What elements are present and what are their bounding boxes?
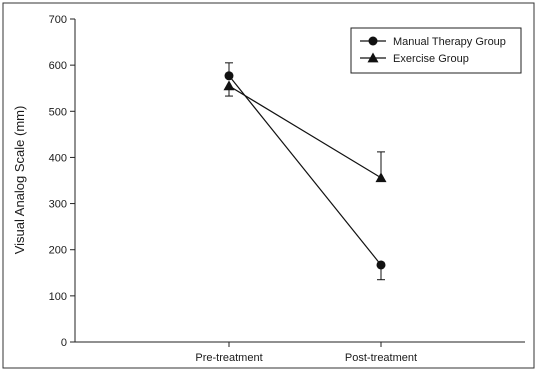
exercise-marker	[375, 172, 387, 183]
legend-manual-therapy-label: Manual Therapy Group	[393, 36, 506, 48]
y-tick-label: 200	[49, 245, 67, 257]
legend-box	[350, 27, 522, 74]
series-layer	[223, 62, 387, 281]
legend: Manual Therapy Group Exercise Group	[350, 27, 522, 74]
y-tick-label: 300	[49, 199, 67, 211]
manual-therapy-series-line	[228, 75, 382, 266]
manual-therapy-marker	[224, 71, 234, 81]
exercise-series-line	[228, 85, 382, 179]
y-tick-label: 400	[49, 152, 67, 164]
exercise-marker	[223, 80, 235, 91]
x-tick-label: Post-treatment	[345, 352, 417, 364]
y-tick-label: 500	[49, 106, 67, 118]
y-axis-title: Visual Analog Scale (mm)	[12, 106, 27, 255]
y-axis-ticks: 0 100 200 300 400 500 600 700	[49, 14, 75, 349]
manual-therapy-marker	[376, 260, 386, 270]
legend-items: Manual Therapy Group Exercise Group	[360, 36, 506, 65]
x-tick-label: Pre-treatment	[195, 352, 262, 364]
y-tick-label: 0	[61, 337, 67, 349]
y-tick-label: 700	[49, 14, 67, 26]
legend-exercise-marker	[367, 52, 379, 63]
y-tick-label: 600	[49, 60, 67, 72]
legend-exercise-label: Exercise Group	[393, 53, 469, 65]
x-axis-ticks: Pre-treatment Post-treatment	[195, 342, 417, 364]
y-tick-label: 100	[49, 291, 67, 303]
legend-manual-therapy-marker	[368, 36, 378, 46]
